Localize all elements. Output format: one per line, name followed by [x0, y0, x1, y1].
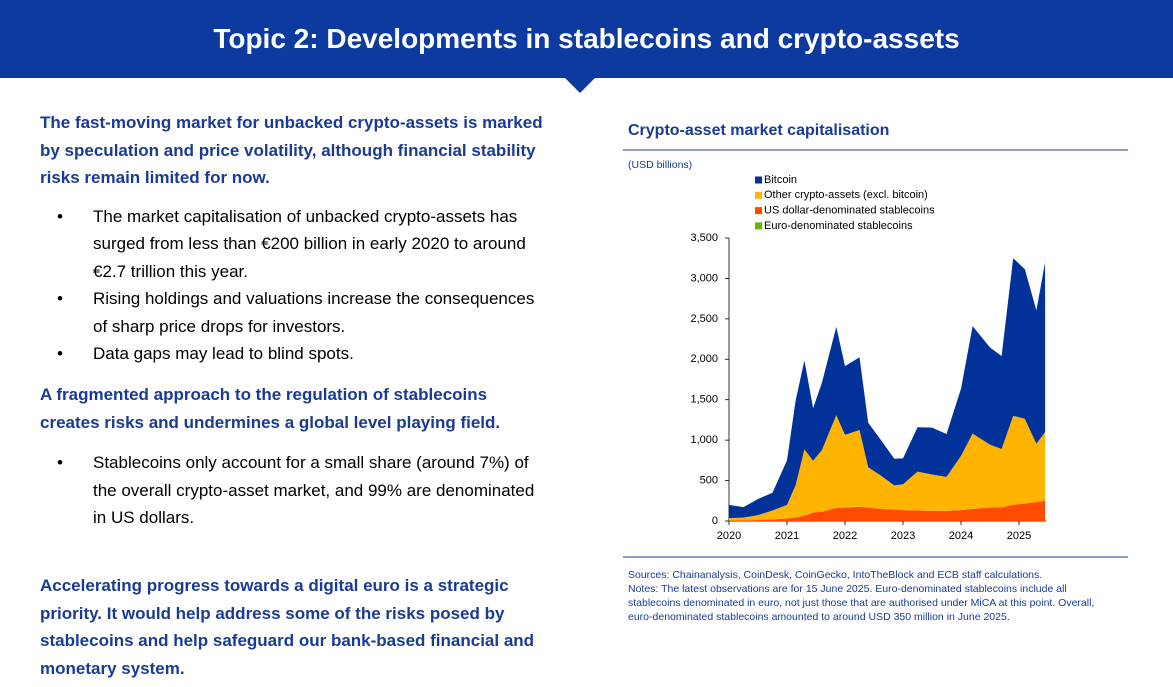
bullet: Data gaps may lead to blind spots. [40, 340, 545, 368]
legend-label: US dollar-denominated stablecoins [764, 205, 935, 217]
legend-swatch [755, 207, 762, 215]
y-tick-label: 1,000 [690, 434, 718, 446]
x-tick-label: 2024 [949, 530, 973, 542]
legend-swatch [755, 191, 762, 199]
y-tick-label: 1,500 [690, 394, 718, 406]
y-tick-label: 0 [712, 515, 718, 527]
section: The fast-moving market for unbacked cryp… [40, 109, 545, 368]
section-heading: The fast-moving market for unbacked cryp… [40, 113, 543, 187]
x-tick-label: 2022 [833, 530, 857, 542]
header-band [0, 0, 1173, 78]
x-tick-label: 2023 [891, 530, 915, 542]
y-tick-label: 2,000 [690, 353, 718, 365]
y-tick-label: 500 [700, 474, 718, 486]
notes: Notes: The latest observations are for 1… [628, 583, 1095, 623]
y-tick-label: 2,500 [690, 313, 718, 325]
sources: Sources: Chainanalysis, CoinDesk, CoinGe… [628, 569, 1043, 581]
legend-label: Other crypto-assets (excl. bitcoin) [764, 189, 928, 201]
x-tick-label: 2020 [717, 530, 741, 542]
bullet-list: Stablecoins only account for a small sha… [40, 449, 545, 532]
section-heading: Accelerating progress towards a digital … [40, 576, 535, 678]
header-pointer [565, 78, 595, 93]
slide-title: Topic 2: Developments in stablecoins and… [213, 23, 960, 54]
area [729, 415, 1046, 521]
chart-notes: Sources: Chainanalysis, CoinDesk, CoinGe… [628, 568, 1108, 624]
section: Accelerating progress towards a digital … [40, 572, 545, 682]
legend-swatch [755, 176, 762, 184]
legend-label: Bitcoin [764, 174, 797, 186]
x-tick-label: 2021 [775, 530, 799, 542]
legend-swatch [755, 222, 762, 230]
legend-label: Euro-denominated stablecoins [764, 220, 913, 232]
section: A fragmented approach to the regulation … [40, 381, 545, 532]
section-heading: A fragmented approach to the regulation … [40, 385, 501, 432]
chart-title: Crypto-asset market capitalisation [628, 122, 889, 139]
y-tick-label: 3,500 [690, 232, 718, 244]
bullet: The market capitalisation of unbacked cr… [40, 203, 545, 286]
bullet: Stablecoins only account for a small sha… [40, 449, 545, 532]
y-tick-label: 3,000 [690, 272, 718, 284]
y-axis-label: (USD billions) [628, 159, 692, 171]
area [729, 500, 1046, 521]
x-tick-label: 2025 [1007, 530, 1031, 542]
bullet: Rising holdings and valuations increase … [40, 285, 545, 340]
area [729, 258, 1046, 519]
bullet-list: The market capitalisation of unbacked cr… [40, 203, 545, 368]
